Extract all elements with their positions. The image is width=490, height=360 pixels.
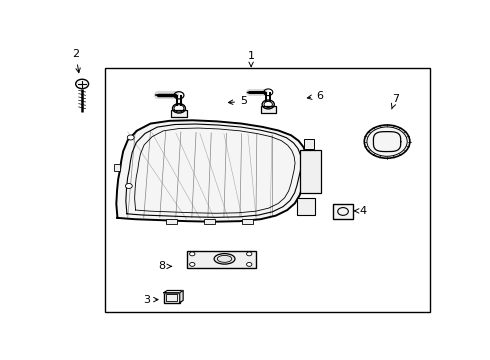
Bar [333,204,353,219]
Text: 8: 8 [158,261,172,271]
Text: 2: 2 [72,49,80,73]
Bar [166,220,177,225]
Bar [187,251,256,268]
Bar [300,150,320,193]
Polygon shape [180,291,183,303]
Circle shape [246,262,252,266]
Bar [261,105,276,113]
Ellipse shape [214,253,235,264]
Bar [114,164,121,171]
Circle shape [190,262,195,266]
Bar [297,198,315,215]
Circle shape [190,252,195,256]
Circle shape [246,252,252,256]
Bar [172,110,187,117]
Circle shape [127,135,134,140]
Bar [105,68,430,312]
Text: 6: 6 [307,91,323,101]
Bar [164,293,180,303]
Text: 3: 3 [143,294,158,305]
Text: 7: 7 [392,94,399,109]
Bar [204,220,215,225]
Text: 1: 1 [247,51,255,67]
Circle shape [75,79,89,89]
Polygon shape [164,291,183,293]
Text: 4: 4 [354,206,367,216]
Circle shape [125,184,132,188]
Bar [242,220,253,225]
Bar [167,294,177,301]
Bar [303,139,314,149]
Text: 5: 5 [228,96,247,107]
Polygon shape [116,120,307,222]
Circle shape [364,125,410,158]
